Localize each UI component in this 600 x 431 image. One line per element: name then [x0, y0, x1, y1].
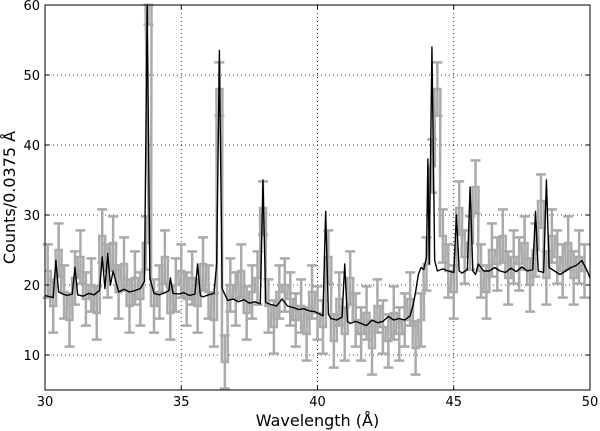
y-tick-label: 10: [23, 349, 40, 364]
y-axis-label: Counts/0.0375 Å: [0, 131, 19, 264]
y-tick-label: 30: [23, 209, 40, 224]
axis-ticks: 30 35 40 45 50 10 20 30 40 50 60: [23, 0, 598, 410]
x-tick-label: 50: [582, 395, 599, 410]
x-tick-label: 45: [445, 395, 462, 410]
y-tick-label: 60: [23, 0, 40, 14]
x-axis-label: Wavelength (Å): [256, 411, 379, 430]
data-step-line: [45, 3, 588, 364]
data-points-with-errorbars: [42, 3, 590, 390]
grid: [45, 5, 590, 390]
model-curve: [44, 4, 591, 327]
x-tick-label: 40: [309, 395, 326, 410]
y-tick-label: 50: [23, 69, 40, 84]
x-tick-label: 35: [173, 395, 190, 410]
x-tick-label: 30: [37, 395, 54, 410]
y-tick-label: 20: [23, 279, 40, 294]
model-curve-layer: [44, 4, 591, 327]
y-tick-label: 40: [23, 139, 40, 154]
